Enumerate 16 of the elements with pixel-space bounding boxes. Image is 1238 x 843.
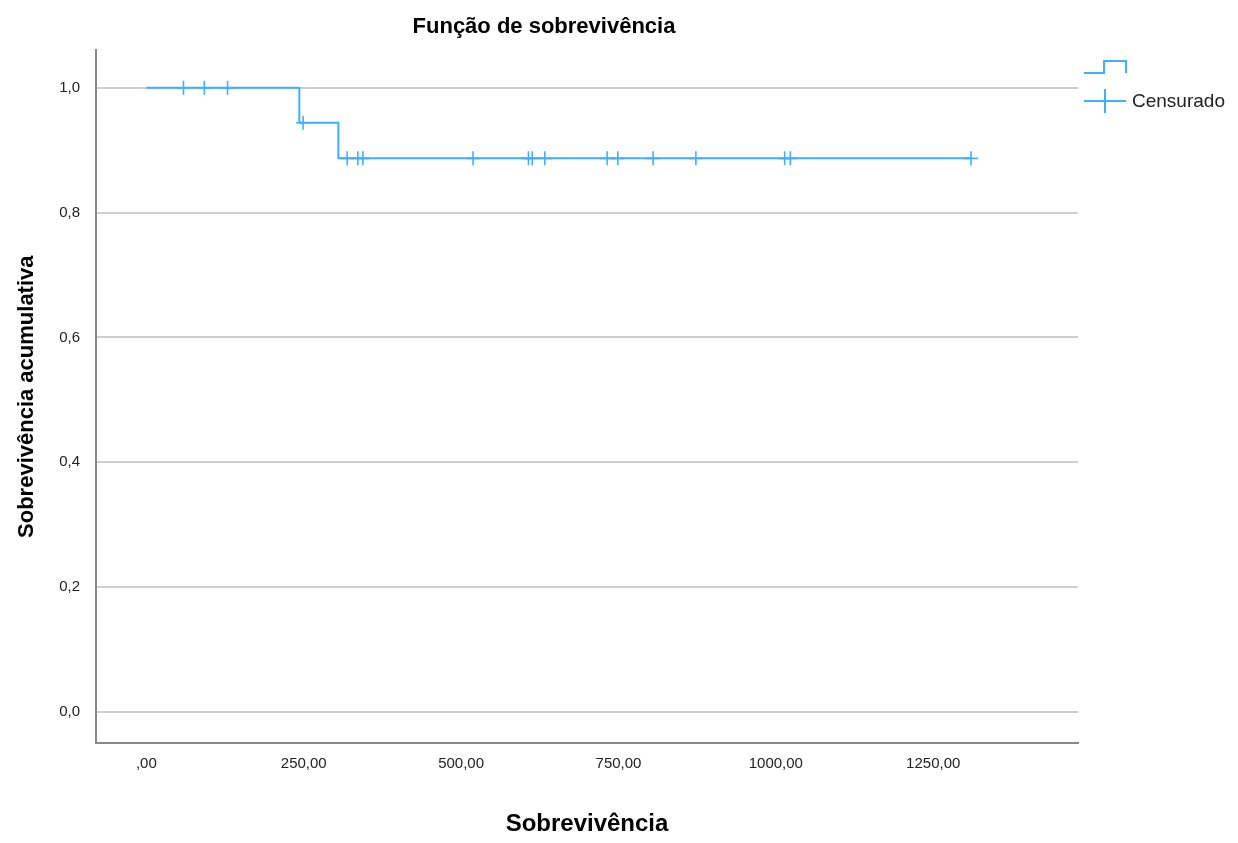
legend-label: Censurado: [1132, 90, 1225, 112]
y-tick-label: 1,0: [59, 77, 80, 95]
y-tick-label: 0,6: [59, 327, 80, 345]
y-tick-label: 0,0: [59, 701, 80, 719]
x-axis-title: Sobrevivência: [505, 809, 670, 837]
x-tick-label: 750,00: [595, 754, 642, 772]
x-tick-label: 500,00: [438, 754, 485, 772]
y-tick-label: 0,8: [59, 202, 80, 220]
x-tick-label: 1250,00: [906, 754, 961, 772]
y-tick-label: 0,2: [59, 577, 80, 595]
x-tick-label: 250,00: [280, 754, 327, 772]
x-tick-label: 1000,00: [748, 754, 803, 772]
y-axis-title: Sobrevivência acumulativa: [13, 254, 39, 538]
y-tick-label: 0,4: [59, 452, 80, 470]
x-tick-label: ,00: [135, 754, 157, 772]
chart-title: Função de sobrevivência: [412, 13, 677, 39]
